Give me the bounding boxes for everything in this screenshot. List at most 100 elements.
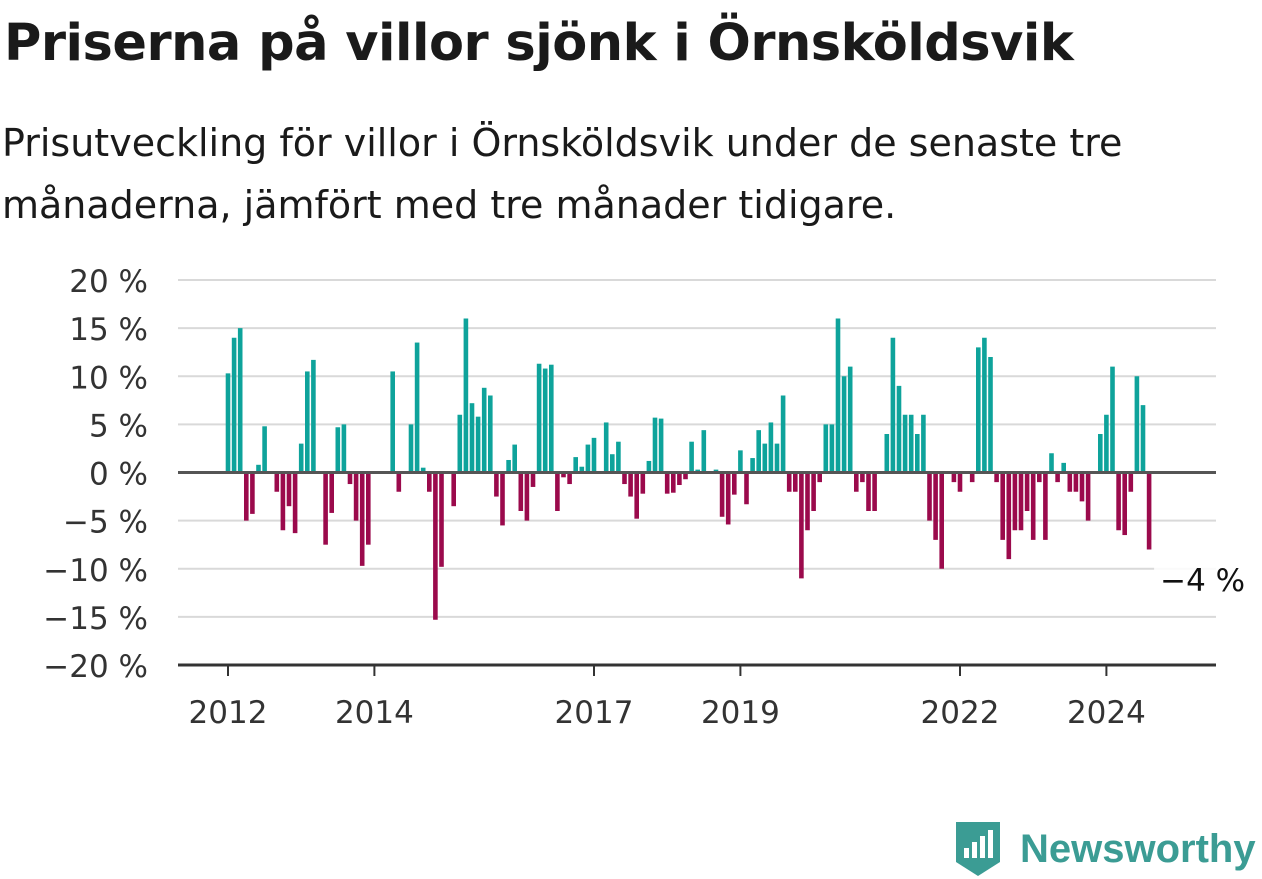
bar (1146, 472, 1152, 550)
bar (518, 472, 524, 511)
x-tick-label: 2014 (335, 695, 414, 731)
bar (542, 368, 548, 473)
y-tick-label: −15 % (43, 601, 148, 637)
bar (750, 458, 755, 473)
bar (921, 414, 926, 473)
bar (481, 387, 487, 473)
newsworthy-logo-icon (956, 822, 1000, 876)
bar (927, 472, 932, 521)
bar (982, 337, 987, 473)
bar (585, 444, 591, 473)
bar (847, 366, 853, 473)
bar (1116, 472, 1121, 531)
brand-logo: Newsworthy (952, 820, 1256, 878)
bar (292, 472, 298, 534)
bar (634, 472, 639, 519)
x-tick-label: 2022 (921, 695, 1000, 731)
bar (298, 443, 304, 473)
annotations: −4 % (1154, 561, 1249, 601)
bar (488, 395, 493, 473)
bar (433, 472, 438, 620)
bar (811, 472, 816, 511)
bar (780, 395, 786, 473)
bar (311, 359, 316, 473)
annotation-label: −4 % (1160, 563, 1245, 599)
bar (457, 414, 463, 473)
bar (1085, 472, 1091, 521)
bar (1006, 472, 1012, 560)
bar (1055, 472, 1060, 483)
bar (280, 472, 286, 531)
x-tick-label: 2024 (1067, 695, 1146, 731)
bar (902, 414, 908, 473)
y-tick-label: −20 % (43, 649, 148, 685)
bar (610, 454, 615, 473)
bar (231, 337, 237, 473)
bar (530, 472, 536, 487)
x-tick-label: 2017 (555, 695, 634, 731)
bar (1128, 472, 1134, 492)
bar (860, 472, 865, 483)
bar (567, 472, 572, 485)
y-axis-labels: 20 % 15 % 10 % 5 % 0 % −5 % −10 % −15 % −20 % (43, 264, 148, 685)
bar (957, 472, 963, 492)
bar (817, 472, 822, 483)
bar (439, 472, 444, 567)
bar (671, 472, 676, 493)
bar (494, 472, 499, 497)
bar (756, 430, 761, 473)
bar (237, 328, 243, 473)
bar (835, 318, 841, 473)
y-tick-label: −5 % (63, 505, 148, 541)
bar (616, 441, 621, 473)
bar (658, 418, 664, 473)
bar (603, 422, 609, 473)
bar (1134, 376, 1140, 473)
bar (719, 472, 725, 517)
bar (872, 472, 877, 511)
bar (793, 472, 798, 492)
bar (854, 472, 859, 492)
bar (341, 424, 347, 473)
bar (536, 363, 542, 473)
bar (244, 472, 249, 521)
bar (353, 472, 359, 521)
bar (829, 424, 835, 473)
bar (1104, 414, 1109, 473)
bar (1110, 366, 1115, 473)
bar (1037, 472, 1042, 483)
bar (646, 460, 652, 473)
y-tick-label: 10 % (69, 360, 148, 396)
bar (573, 457, 578, 473)
bar (1012, 472, 1018, 531)
annotation-background (1154, 561, 1249, 601)
y-tick-label: 15 % (69, 312, 148, 348)
bar (427, 472, 432, 492)
bar (774, 443, 780, 473)
bar (359, 472, 365, 566)
bar (652, 417, 658, 473)
bars (225, 318, 1152, 620)
y-tick-label: 20 % (69, 264, 148, 300)
bar (976, 347, 981, 473)
bar (1030, 472, 1036, 540)
bar (408, 424, 414, 473)
bar (823, 424, 829, 473)
bar (506, 459, 511, 473)
bar (622, 472, 627, 485)
bar (799, 472, 804, 579)
bar-chart: 20 % 15 % 10 % 5 % 0 % −5 % −10 % −15 % −20 % 20… (43, 264, 1249, 731)
bar (524, 472, 530, 521)
bar (744, 472, 749, 505)
bar (1122, 472, 1127, 536)
bar (951, 472, 957, 483)
bar (256, 464, 261, 473)
bar (884, 434, 890, 473)
bar (561, 472, 566, 478)
bar (335, 427, 341, 473)
bar (768, 422, 774, 473)
bar (579, 466, 585, 473)
bar (512, 444, 517, 473)
y-tick-label: 0 % (89, 457, 148, 493)
bar (1079, 472, 1085, 502)
